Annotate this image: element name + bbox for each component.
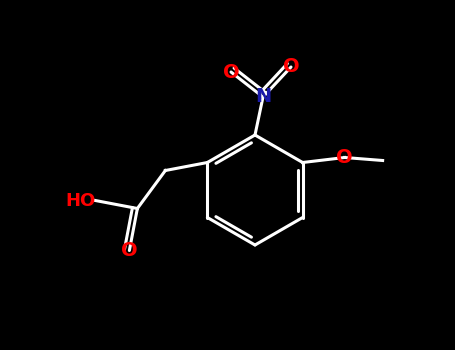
Text: O: O xyxy=(336,148,353,167)
Text: O: O xyxy=(283,57,299,77)
Text: HO: HO xyxy=(65,191,96,210)
Text: N: N xyxy=(255,88,271,106)
Text: O: O xyxy=(222,63,239,82)
Text: O: O xyxy=(121,241,138,260)
